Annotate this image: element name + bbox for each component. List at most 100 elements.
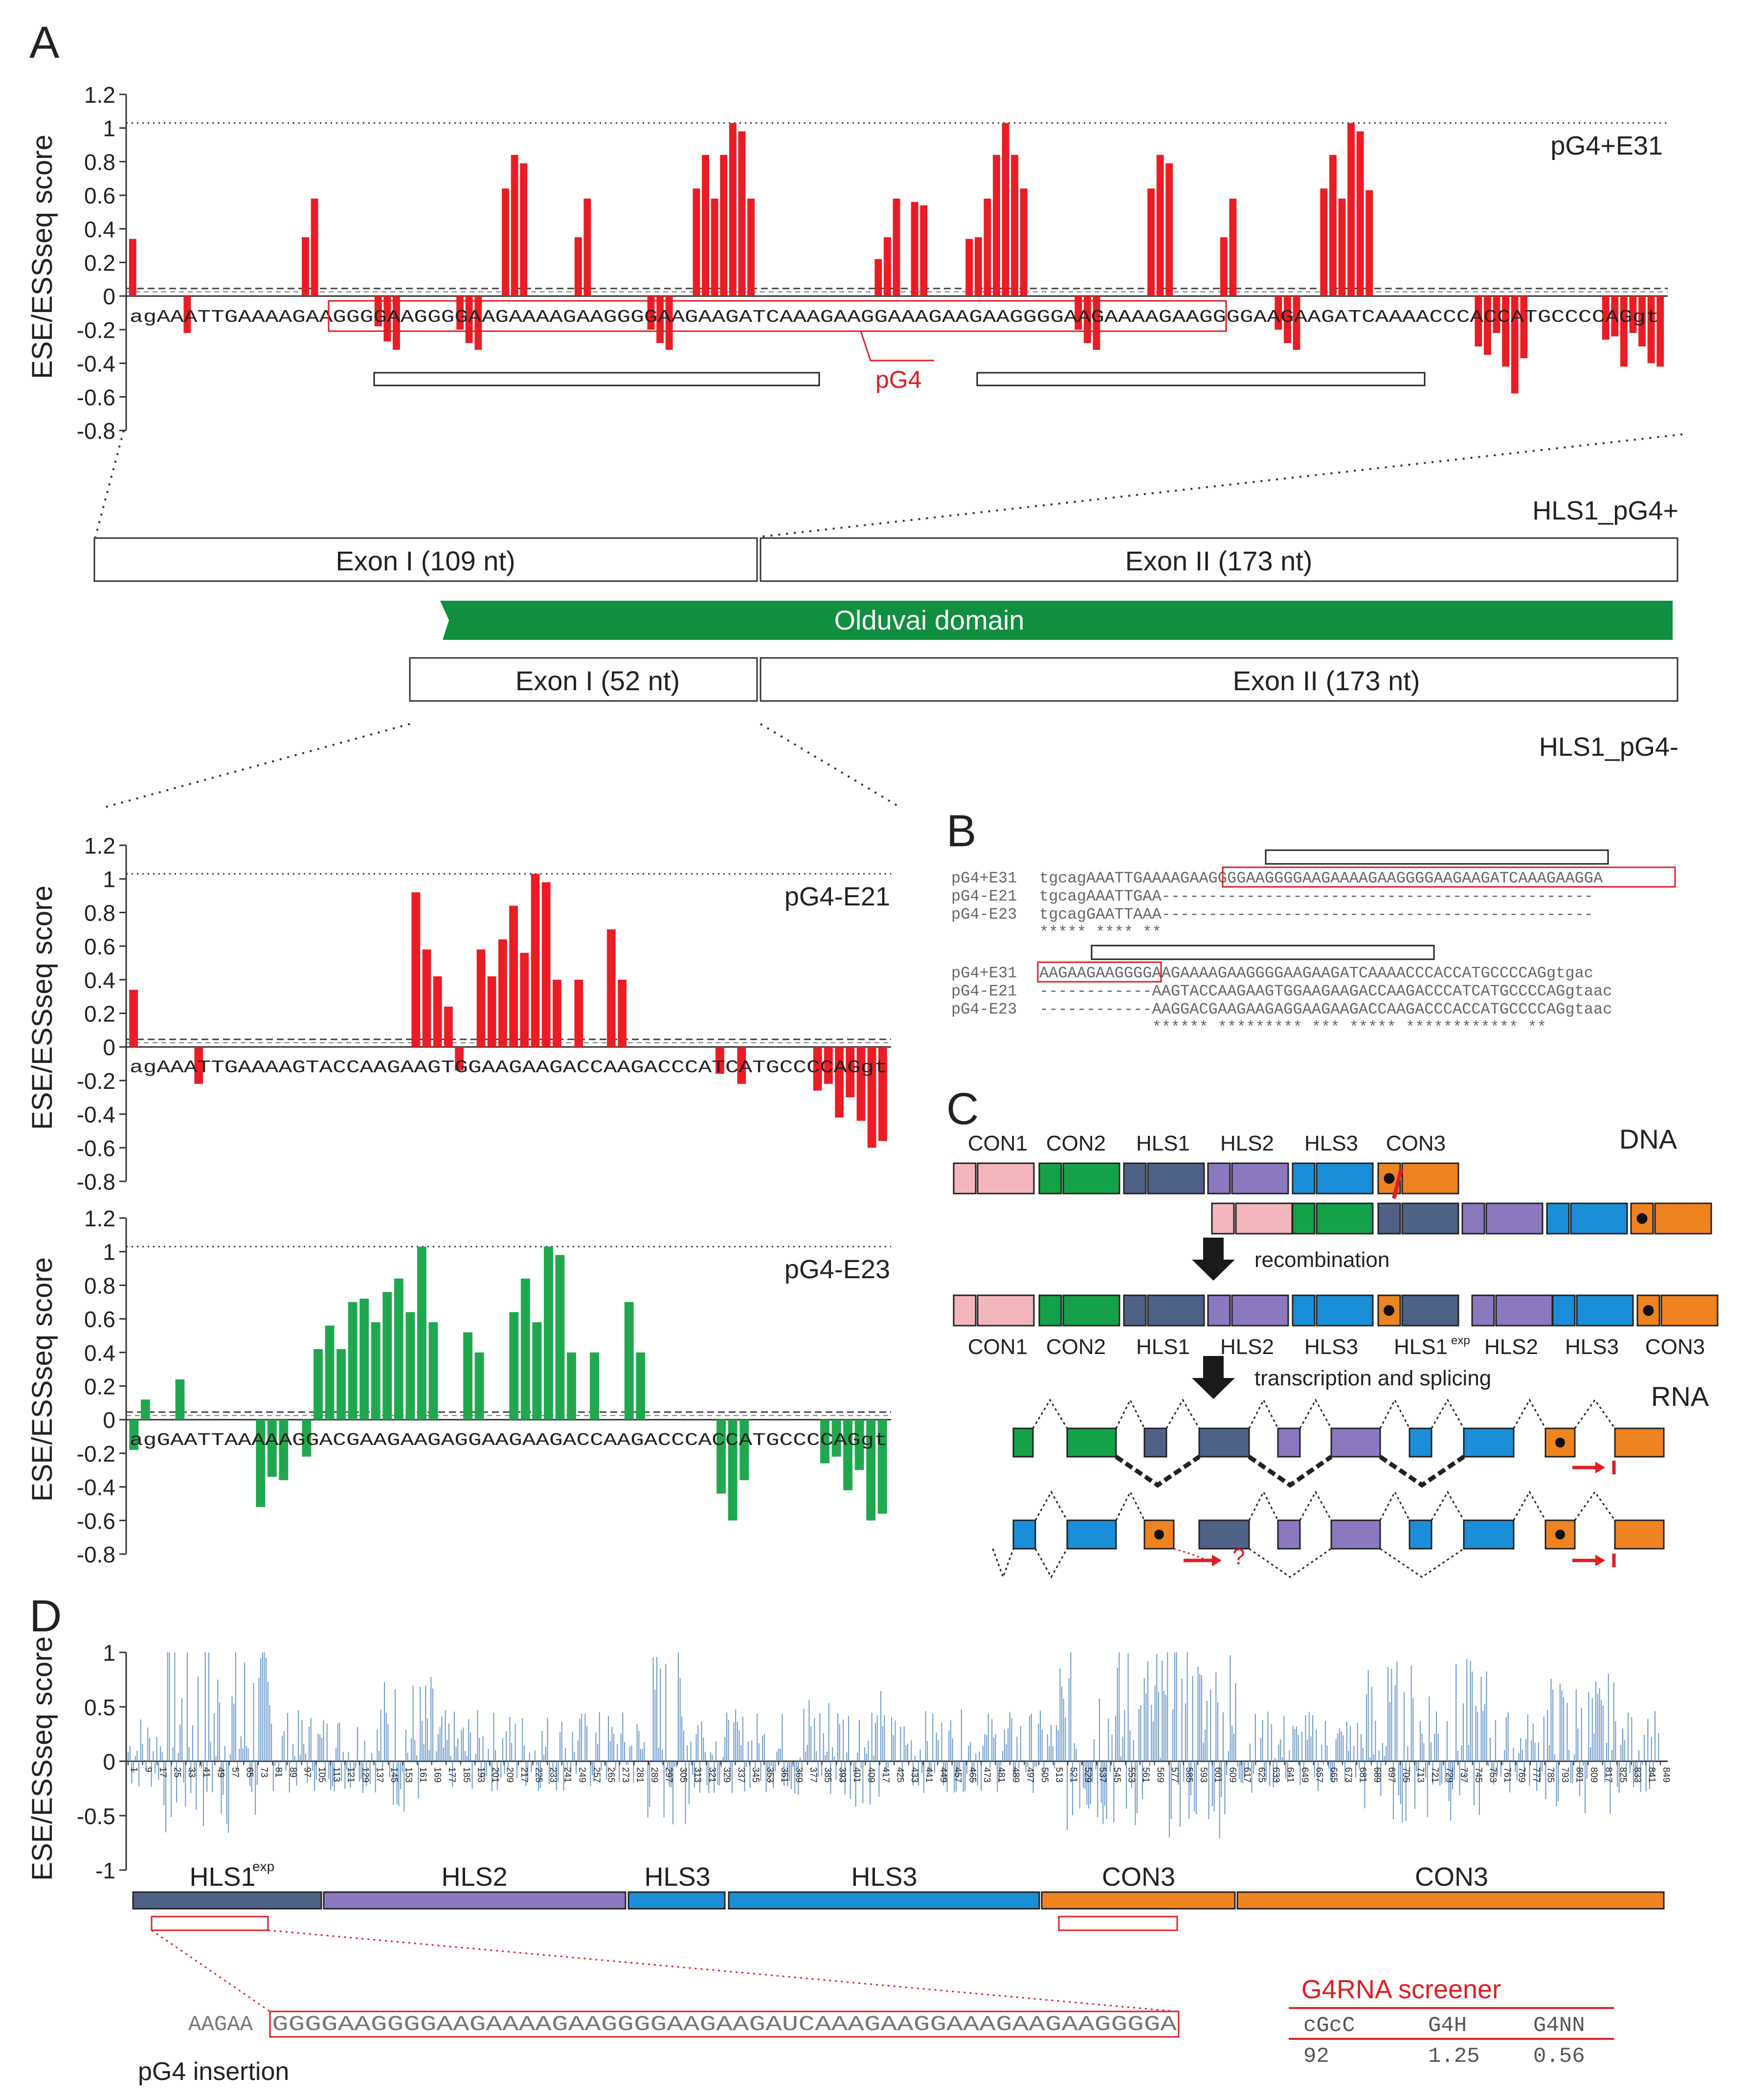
panel-d-xtick-label: 209 <box>504 1767 515 1783</box>
panel-d-xtick-label: 425 <box>895 1767 905 1783</box>
con1-block <box>1235 1202 1293 1235</box>
panel-d-xtick-label: 769 <box>1516 1767 1526 1783</box>
panel-a-bar <box>1338 198 1346 296</box>
panel-d-xtick-label: 617 <box>1242 1767 1252 1783</box>
panel-d-xtick-label: 777 <box>1531 1767 1541 1783</box>
alignment-name: pG4-E21 <box>951 982 1017 1000</box>
panel-e23-tick-label: -0.6 <box>77 1508 115 1534</box>
panel-d-xtick-label: 201 <box>490 1767 500 1783</box>
con3-block <box>1630 1202 1654 1235</box>
hls3-block <box>1576 1294 1634 1327</box>
panel-e21-tick-label: 0.4 <box>84 968 115 993</box>
panel-a-bar <box>302 237 309 296</box>
panel-d-xtick-label: 241 <box>562 1767 573 1783</box>
panel-e23-bar <box>854 1420 864 1470</box>
panel-e21-chart: 1.2 1 0.8 0.6 0.4 0.2 0 -0.2 -0.4 -0.6 -0.8 <box>77 833 891 1195</box>
panel-d-xtick-label: 89 <box>288 1767 298 1778</box>
dna-label: DNA <box>1619 1124 1678 1154</box>
panel-e21-tick-label: -0.2 <box>77 1068 115 1094</box>
panel-e23-bar <box>313 1349 323 1420</box>
segment-label: HLS3 <box>644 1862 710 1892</box>
panel-e21-bar <box>867 1047 876 1148</box>
panel-e23-tick-label: 0.6 <box>84 1307 115 1332</box>
panel-d-xtick-label: 369 <box>794 1767 804 1783</box>
panel-a-tick-label: -0.8 <box>77 418 115 444</box>
con1-block <box>977 1294 1035 1327</box>
hls1-exon <box>1198 1427 1250 1458</box>
panel-d-xtick-label: 825 <box>1617 1767 1628 1783</box>
panel-e21-series-label: pG4-E21 <box>784 882 890 911</box>
panel-a-bar <box>1647 296 1655 363</box>
panel-letter-b: B <box>946 806 976 856</box>
panel-d-xtick-label: 129 <box>360 1767 370 1783</box>
panel-d-xtick-label: 161 <box>418 1767 428 1783</box>
panel-d-tick-label: 0.5 <box>84 1694 115 1720</box>
panel-a-tick-label: 1.2 <box>84 82 115 108</box>
panel-d-xtick-label: 9 <box>143 1767 154 1773</box>
hls2-block <box>1231 1162 1289 1195</box>
panel-d-xtick-label: 217 <box>519 1767 529 1783</box>
panel-a-bar <box>1638 296 1646 347</box>
hls1-exon <box>1198 1519 1250 1550</box>
panel-e21-bar <box>455 1047 464 1071</box>
panel-e23-bar <box>348 1302 358 1420</box>
panel-d-ylabel: ESE/ESSseq score <box>26 1636 58 1881</box>
alignment-seq: ------------AAGTACCAAGAAGTGGAAGAAGACCAAG… <box>1039 982 1612 1000</box>
con2-block <box>1292 1202 1316 1235</box>
panel-a-bar <box>1365 190 1373 296</box>
con1-block <box>977 1162 1035 1195</box>
panel-a-bar <box>1620 296 1628 367</box>
panel-e23-bar <box>716 1420 726 1494</box>
splice-line <box>1248 1490 1279 1521</box>
hls2-exon <box>1277 1427 1301 1458</box>
panel-e21-bar <box>487 976 496 1047</box>
panel-e21-bar <box>737 1047 746 1084</box>
panel-a-bar <box>1484 296 1491 355</box>
panel-e23-tick-label: 0.2 <box>84 1374 115 1400</box>
hls2-block <box>1207 1294 1231 1327</box>
panel-d-xtick-label: 657 <box>1314 1767 1324 1783</box>
panel-e21-bar <box>411 892 421 1047</box>
panel-e21-bar <box>856 1047 866 1121</box>
panel-d-xtick-label: 449 <box>938 1767 948 1783</box>
panel-a-bar <box>747 198 755 296</box>
d-zoom-right <box>268 1929 1177 2012</box>
panel-d-xtick-label: 713 <box>1415 1767 1426 1783</box>
gene-label: CON1 <box>968 1131 1028 1155</box>
panel-e23-bar <box>474 1352 484 1420</box>
panel-d-tick-label: 0 <box>103 1749 115 1775</box>
panel-e23-bar <box>417 1246 426 1420</box>
con3-block <box>1660 1294 1719 1327</box>
con3-segment <box>1041 1891 1236 1910</box>
panel-e21-tick-label: 1.2 <box>84 833 115 858</box>
panel-d-xtick-label: 849 <box>1661 1767 1671 1783</box>
panel-d-xtick-label: 49 <box>215 1767 225 1778</box>
hls3-block <box>1316 1294 1374 1327</box>
panel-a-bar <box>1002 123 1009 296</box>
panel-e23-bar <box>140 1399 150 1420</box>
panel-a-bar <box>1611 296 1619 337</box>
splice-line <box>1574 1399 1616 1429</box>
panel-d-xtick-label: 257 <box>591 1767 602 1783</box>
panel-a-bar <box>383 296 391 341</box>
panel-a-tick-label: -0.4 <box>77 351 115 377</box>
gene-label: HLS2 <box>1484 1335 1538 1359</box>
splice-line <box>992 1548 1014 1580</box>
panel-a-bar <box>1220 237 1228 296</box>
panel-a-bar <box>711 198 718 296</box>
panel-a-bar <box>311 198 318 296</box>
hls3-exon <box>1409 1519 1432 1550</box>
splice-line <box>1299 1398 1332 1429</box>
hls1-segment <box>132 1891 322 1910</box>
exp-superscript: exp <box>1451 1334 1470 1347</box>
panel-d-xtick-label: 809 <box>1588 1767 1599 1783</box>
panel-a-bar <box>920 205 928 296</box>
hls1-block <box>1401 1202 1459 1235</box>
panel-e23-bar <box>820 1420 829 1464</box>
hls3-segment <box>728 1891 1040 1910</box>
panel-a-tick-label: 1 <box>103 116 115 141</box>
repeat-bracket-1 <box>373 372 820 386</box>
panel-d-xtick-label: 561 <box>1141 1767 1151 1783</box>
panel-d-xtick-label: 113 <box>331 1767 341 1782</box>
panel-e21-bar <box>129 990 138 1047</box>
